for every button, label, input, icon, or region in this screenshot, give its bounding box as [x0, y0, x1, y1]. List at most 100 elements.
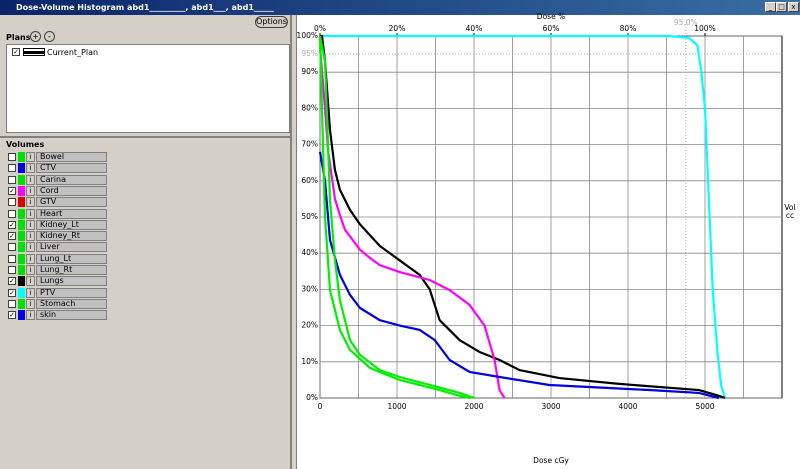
- volume-info-button[interactable]: i: [26, 265, 35, 275]
- y-tick-label: 70%: [301, 140, 318, 149]
- reference-label: 95%: [301, 49, 318, 58]
- volume-name[interactable]: Lung_Lt: [36, 253, 107, 264]
- y-axis-label: Vol: [784, 203, 795, 212]
- volume-checkbox[interactable]: [8, 299, 16, 308]
- minimize-button[interactable]: _: [765, 2, 776, 12]
- dvh-curve: [318, 151, 720, 400]
- volume-checkbox[interactable]: [8, 198, 16, 207]
- volume-name[interactable]: PTV: [36, 287, 107, 298]
- volume-name[interactable]: skin: [36, 310, 107, 321]
- dvh-curve: [318, 35, 475, 400]
- volume-info-button[interactable]: i: [26, 185, 35, 196]
- y-axis-label: cc: [786, 211, 794, 220]
- volume-checkbox[interactable]: ✓: [8, 186, 16, 195]
- y-tick-label: 80%: [301, 103, 318, 112]
- x-top-tick-label: 40%: [466, 24, 483, 33]
- reference-label: 95.0%: [674, 18, 698, 27]
- x-top-tick-label: 100%: [694, 24, 715, 33]
- close-button[interactable]: x: [788, 2, 799, 12]
- options-button[interactable]: Options: [255, 16, 288, 28]
- x-axis-label-top: Dose %: [537, 12, 565, 21]
- x-axis-label: Dose cGy: [533, 456, 569, 465]
- volume-name[interactable]: Liver: [36, 242, 107, 253]
- y-tick-label: 90%: [301, 67, 318, 76]
- volume-info-button[interactable]: i: [26, 231, 35, 242]
- side-panel: Options Plans + - ✓ Current_Plan Volumes…: [0, 15, 292, 469]
- volume-checkbox[interactable]: [8, 164, 16, 173]
- y-tick-label: 30%: [301, 284, 318, 293]
- volume-color[interactable]: [18, 208, 25, 219]
- x-tick-label: 1000: [387, 402, 406, 411]
- volume-color[interactable]: [18, 185, 25, 196]
- volume-name[interactable]: Bowel: [36, 152, 107, 162]
- x-tick-label: 2000: [464, 402, 483, 411]
- volume-list: i Bowel i CTV i Carina ✓ i Cord i GTV i Heart ✓ i Kidne…: [0, 152, 290, 322]
- volume-name[interactable]: Heart: [36, 208, 107, 219]
- volume-info-button[interactable]: i: [26, 163, 35, 174]
- volume-info-button[interactable]: i: [26, 298, 35, 309]
- x-tick-label: 3000: [541, 402, 560, 411]
- volume-info-button[interactable]: i: [26, 197, 35, 208]
- volume-checkbox[interactable]: ✓: [8, 311, 16, 320]
- volume-color[interactable]: [18, 231, 25, 242]
- volume-checkbox[interactable]: ✓: [8, 220, 16, 229]
- y-tick-label: 0%: [306, 393, 318, 402]
- volume-color[interactable]: [18, 310, 25, 321]
- plan-name: Current_Plan: [47, 48, 99, 57]
- volume-info-button[interactable]: i: [26, 276, 35, 287]
- volume-color[interactable]: [18, 265, 25, 275]
- volume-color[interactable]: [18, 163, 25, 174]
- volume-name[interactable]: Cord: [36, 185, 107, 196]
- volume-checkbox[interactable]: [8, 153, 16, 161]
- dvh-curve: [318, 35, 470, 400]
- volume-color[interactable]: [18, 174, 25, 185]
- y-tick-label: 50%: [301, 212, 318, 221]
- volume-name[interactable]: Stomach: [36, 298, 107, 309]
- volume-name[interactable]: Carina: [36, 174, 107, 185]
- volume-color[interactable]: [18, 197, 25, 208]
- volumes-label: Volumes: [0, 136, 290, 150]
- volume-checkbox[interactable]: [8, 266, 16, 274]
- volume-color[interactable]: [18, 276, 25, 287]
- maximize-button[interactable]: □: [776, 2, 787, 12]
- volume-name[interactable]: Lung_Rt: [36, 265, 107, 275]
- y-tick-label: 60%: [301, 176, 318, 185]
- y-tick-label: 10%: [301, 357, 318, 366]
- add-plan-button[interactable]: +: [30, 31, 41, 42]
- volume-color[interactable]: [18, 242, 25, 253]
- volume-color[interactable]: [18, 152, 25, 162]
- plans-label: Plans: [6, 33, 31, 42]
- volume-info-button[interactable]: i: [26, 152, 35, 162]
- volume-info-button[interactable]: i: [26, 287, 35, 298]
- dvh-curve: [320, 34, 727, 399]
- volume-checkbox[interactable]: [8, 209, 16, 218]
- remove-plan-button[interactable]: -: [44, 31, 55, 42]
- volume-info-button[interactable]: i: [26, 208, 35, 219]
- volume-color[interactable]: [18, 219, 25, 230]
- volume-checkbox[interactable]: ✓: [8, 277, 16, 286]
- x-tick-label: 4000: [618, 402, 637, 411]
- volume-name[interactable]: GTV: [36, 197, 107, 208]
- volume-name[interactable]: Kidney_Rt: [36, 231, 107, 242]
- volume-info-button[interactable]: i: [26, 242, 35, 253]
- x-top-tick-label: 60%: [543, 24, 560, 33]
- plan-checkbox[interactable]: ✓: [12, 48, 20, 56]
- volume-color[interactable]: [18, 298, 25, 309]
- volume-name[interactable]: CTV: [36, 163, 107, 174]
- volume-info-button[interactable]: i: [26, 253, 35, 264]
- volume-checkbox[interactable]: ✓: [8, 288, 16, 297]
- volume-info-button[interactable]: i: [26, 219, 35, 230]
- x-tick-label: 5000: [695, 402, 714, 411]
- volume-checkbox[interactable]: [8, 175, 16, 184]
- volume-info-button[interactable]: i: [26, 174, 35, 185]
- volume-info-button[interactable]: i: [26, 310, 35, 321]
- volume-checkbox[interactable]: [8, 254, 16, 263]
- volume-name[interactable]: Lungs: [36, 276, 107, 287]
- volume-color[interactable]: [18, 287, 25, 298]
- volume-checkbox[interactable]: [8, 243, 16, 252]
- dvh-curve: [318, 46, 506, 399]
- volume-checkbox[interactable]: ✓: [8, 232, 16, 241]
- volume-color[interactable]: [18, 253, 25, 264]
- volume-name[interactable]: Kidney_Lt: [36, 219, 107, 230]
- x-top-tick-label: 80%: [620, 24, 637, 33]
